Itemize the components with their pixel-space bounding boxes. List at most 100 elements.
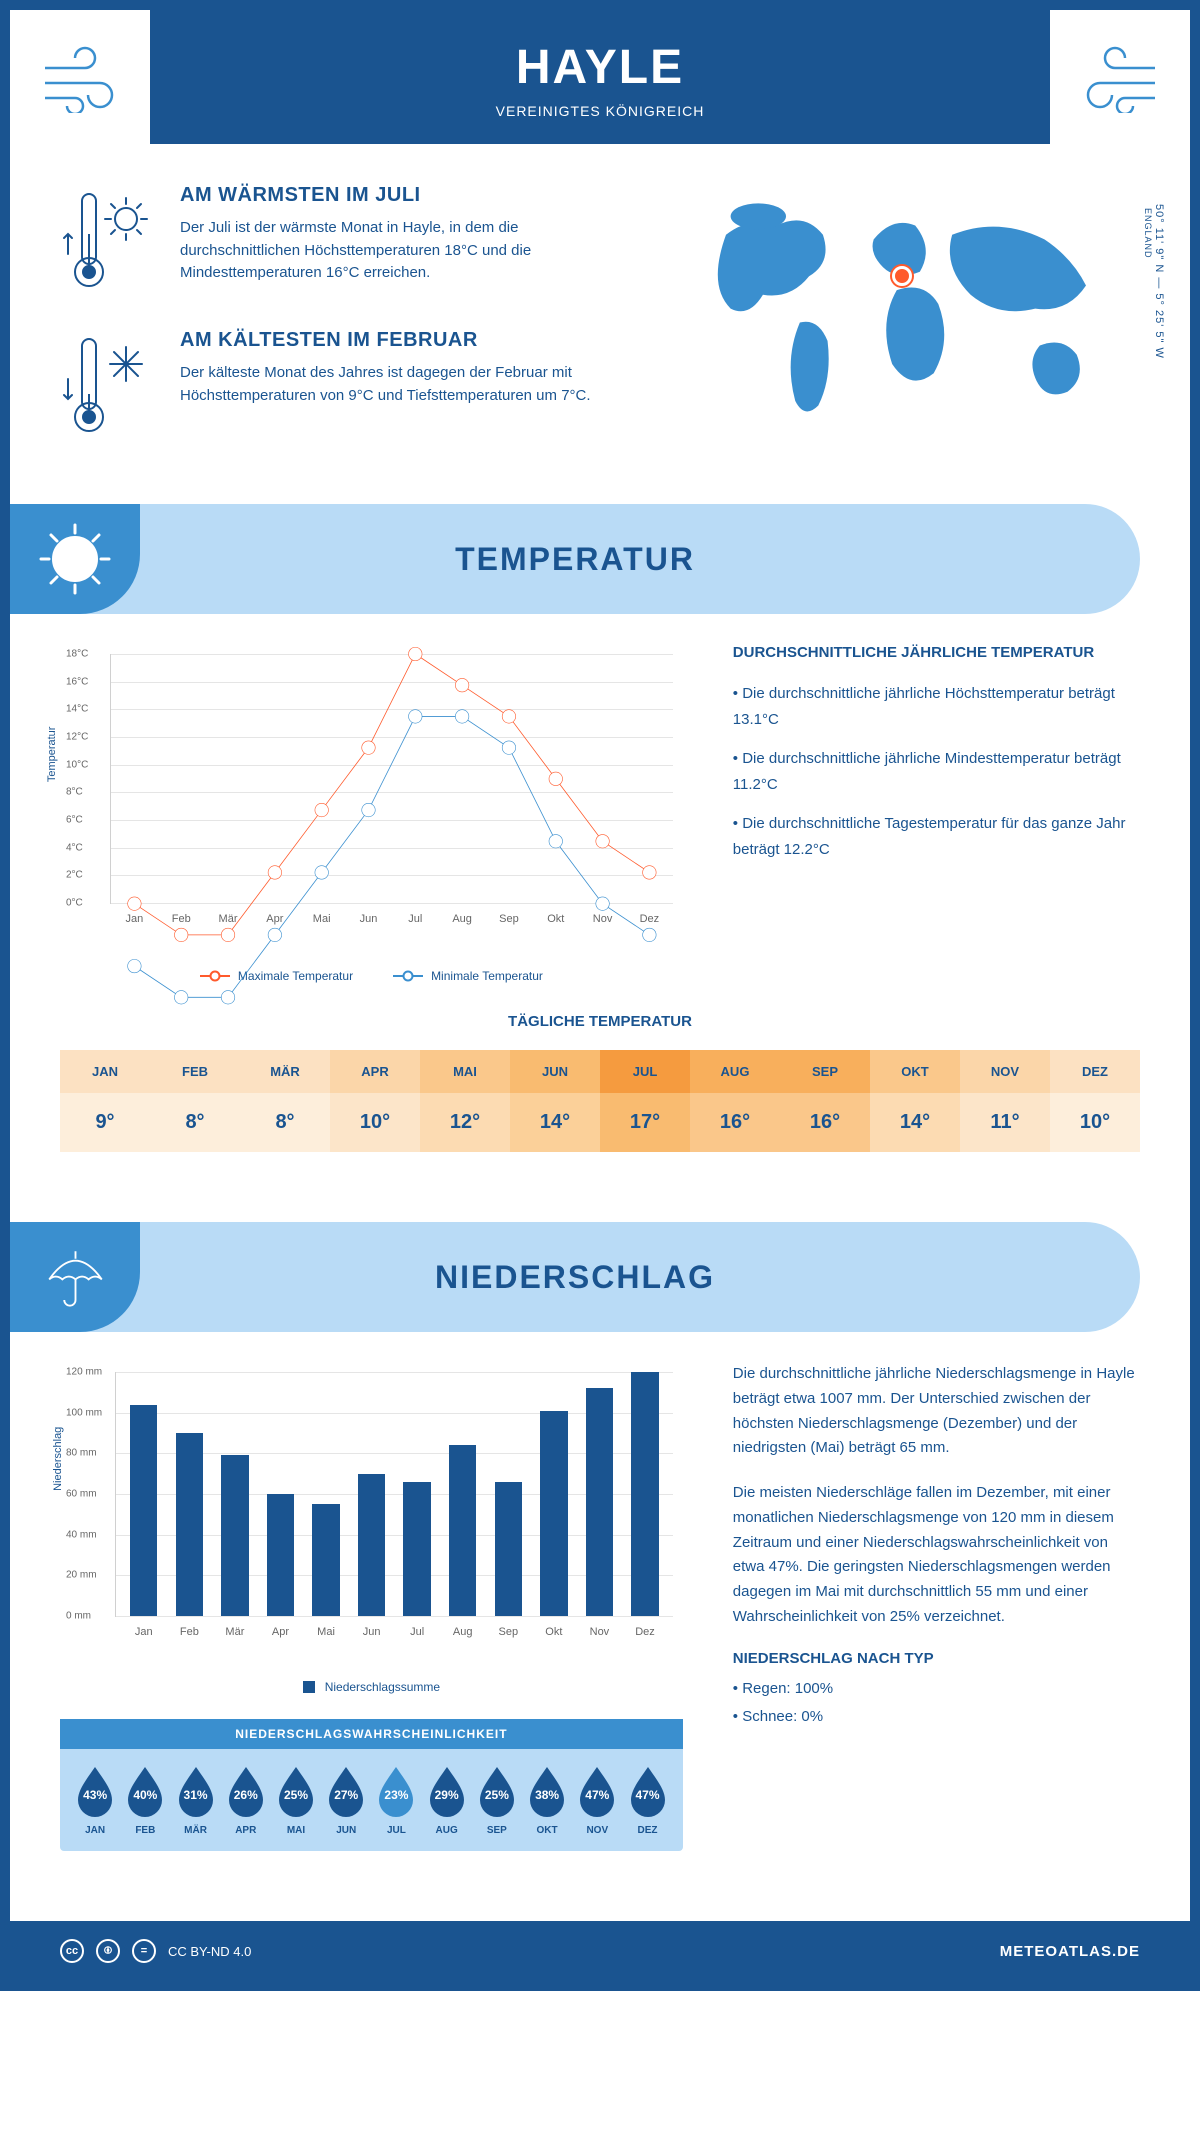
temp-chart-ylabel: Temperatur — [46, 727, 58, 783]
daily-value: 16° — [690, 1093, 780, 1152]
temp-info-p3: • Die durchschnittliche Tagestemperatur … — [733, 811, 1140, 862]
precip-bar — [130, 1405, 157, 1616]
probability-box: NIEDERSCHLAGSWAHRSCHEINLICHKEIT 43%40%31… — [60, 1719, 683, 1851]
probability-month: AUG — [426, 1825, 468, 1836]
daily-month: SEP — [780, 1050, 870, 1093]
precip-bar — [540, 1411, 567, 1616]
probability-month: SEP — [476, 1825, 518, 1836]
warmest-text: AM WÄRMSTEN IM JULI Der Juli ist der wär… — [180, 184, 632, 299]
coldest-fact: AM KÄLTESTEN IM FEBRUAR Der kälteste Mon… — [60, 329, 632, 444]
warmest-title: AM WÄRMSTEN IM JULI — [180, 184, 632, 207]
umbrella-icon — [10, 1222, 140, 1332]
probability-drop: 47% — [627, 1764, 669, 1818]
footer-site: METEOATLAS.DE — [1000, 1943, 1140, 1960]
probability-drop: 25% — [476, 1764, 518, 1818]
page-subtitle: VEREINIGTES KÖNIGREICH — [496, 103, 705, 119]
probability-month: JAN — [74, 1825, 116, 1836]
license-text: CC BY-ND 4.0 — [168, 1944, 251, 1959]
temp-info-p1: • Die durchschnittliche jährliche Höchst… — [733, 681, 1140, 732]
precip-chart-ylabel: Niederschlag — [52, 1427, 64, 1491]
probability-drop: 31% — [175, 1764, 217, 1818]
daily-month: NOV — [960, 1050, 1050, 1093]
probability-month: MAI — [275, 1825, 317, 1836]
precip-type2: • Schnee: 0% — [733, 1705, 1140, 1730]
temperature-line-chart: Temperatur 0°C2°C4°C6°C8°C10°C12°C14°C16… — [60, 644, 683, 983]
footer-license: cc 🅯 = CC BY-ND 4.0 — [60, 1939, 251, 1963]
precip-bar — [403, 1482, 430, 1616]
world-map — [672, 184, 1140, 424]
intro-section: AM WÄRMSTEN IM JULI Der Juli ist der wär… — [10, 144, 1190, 504]
precip-legend-label: Niederschlagssumme — [325, 1680, 440, 1694]
probability-drop: 23% — [375, 1764, 417, 1818]
precip-bar — [267, 1494, 294, 1616]
precip-chart-legend: Niederschlagssumme — [60, 1680, 683, 1694]
thermometer-sun-icon — [60, 184, 160, 299]
daily-month: OKT — [870, 1050, 960, 1093]
precip-bar — [358, 1474, 385, 1616]
coordinates: 50° 11' 9" N — 5° 25' 5" W ENGLAND — [1143, 204, 1165, 359]
probability-drop: 29% — [426, 1764, 468, 1818]
precip-p2: Die meisten Niederschläge fallen im Deze… — [733, 1481, 1140, 1630]
precip-bar — [221, 1455, 248, 1616]
daily-value: 11° — [960, 1093, 1050, 1152]
by-icon: 🅯 — [96, 1939, 120, 1963]
cc-icon: cc — [60, 1939, 84, 1963]
intro-right: 50° 11' 9" N — 5° 25' 5" W ENGLAND — [672, 184, 1140, 474]
precip-bar — [176, 1433, 203, 1616]
sun-icon — [10, 504, 140, 614]
precip-bar — [495, 1482, 522, 1616]
precip-text: Die durchschnittliche jährliche Niedersc… — [733, 1362, 1140, 1851]
probability-month: JUN — [325, 1825, 367, 1836]
probability-month: APR — [225, 1825, 267, 1836]
precip-bar — [586, 1388, 613, 1616]
temperature-title: TEMPERATUR — [455, 541, 695, 578]
precip-bar — [631, 1372, 658, 1616]
precipitation-bar-chart: Niederschlag 0 mm20 mm40 mm60 mm80 mm100… — [60, 1362, 683, 1672]
temp-info-p2: • Die durchschnittliche jährliche Mindes… — [733, 746, 1140, 797]
probability-drop: 40% — [124, 1764, 166, 1818]
daily-value: 10° — [1050, 1093, 1140, 1152]
coldest-body: Der kälteste Monat des Jahres ist dagege… — [180, 362, 632, 407]
daily-month: AUG — [690, 1050, 780, 1093]
temperature-info: DURCHSCHNITTLICHE JÄHRLICHE TEMPERATUR •… — [733, 644, 1140, 983]
precip-type-title: NIEDERSCHLAG NACH TYP — [733, 1650, 1140, 1667]
precipitation-title: NIEDERSCHLAG — [435, 1259, 715, 1296]
precipitation-section: Niederschlag 0 mm20 mm40 mm60 mm80 mm100… — [10, 1362, 1190, 1891]
probability-drop: 27% — [325, 1764, 367, 1818]
temp-info-title: DURCHSCHNITTLICHE JÄHRLICHE TEMPERATUR — [733, 644, 1140, 661]
nd-icon: = — [132, 1939, 156, 1963]
precip-bar — [449, 1445, 476, 1616]
intro-left: AM WÄRMSTEN IM JULI Der Juli ist der wär… — [60, 184, 632, 474]
probability-month: FEB — [124, 1825, 166, 1836]
thermometer-snow-icon — [60, 329, 160, 444]
probability-month: NOV — [576, 1825, 618, 1836]
wind-icon — [1075, 43, 1165, 118]
page-title: HAYLE — [496, 40, 705, 95]
coldest-text: AM KÄLTESTEN IM FEBRUAR Der kälteste Mon… — [180, 329, 632, 444]
daily-value: 16° — [780, 1093, 870, 1152]
probability-month: MÄR — [175, 1825, 217, 1836]
precip-p1: Die durchschnittliche jährliche Niedersc… — [733, 1362, 1140, 1461]
warmest-fact: AM WÄRMSTEN IM JULI Der Juli ist der wär… — [60, 184, 632, 299]
header-corner-right — [1050, 10, 1190, 150]
probability-month: DEZ — [627, 1825, 669, 1836]
precip-left: Niederschlag 0 mm20 mm40 mm60 mm80 mm100… — [60, 1362, 683, 1851]
precip-type1: • Regen: 100% — [733, 1677, 1140, 1702]
temperature-banner: TEMPERATUR — [10, 504, 1140, 614]
header-center: HAYLE VEREINIGTES KÖNIGREICH — [496, 40, 705, 119]
probability-drop: 38% — [526, 1764, 568, 1818]
wind-icon — [35, 43, 125, 118]
precipitation-banner: NIEDERSCHLAG — [10, 1222, 1140, 1332]
header-corner-left — [10, 10, 150, 150]
probability-drop: 47% — [576, 1764, 618, 1818]
coords-text: 50° 11' 9" N — 5° 25' 5" W — [1153, 204, 1165, 359]
probability-month: JUL — [375, 1825, 417, 1836]
probability-drop: 26% — [225, 1764, 267, 1818]
probability-title: NIEDERSCHLAGSWAHRSCHEINLICHKEIT — [60, 1719, 683, 1749]
probability-drop: 25% — [275, 1764, 317, 1818]
probability-month: OKT — [526, 1825, 568, 1836]
probability-drop: 43% — [74, 1764, 116, 1818]
precip-bar — [312, 1504, 339, 1616]
header: HAYLE VEREINIGTES KÖNIGREICH — [10, 10, 1190, 144]
map-pin-icon — [892, 266, 912, 286]
